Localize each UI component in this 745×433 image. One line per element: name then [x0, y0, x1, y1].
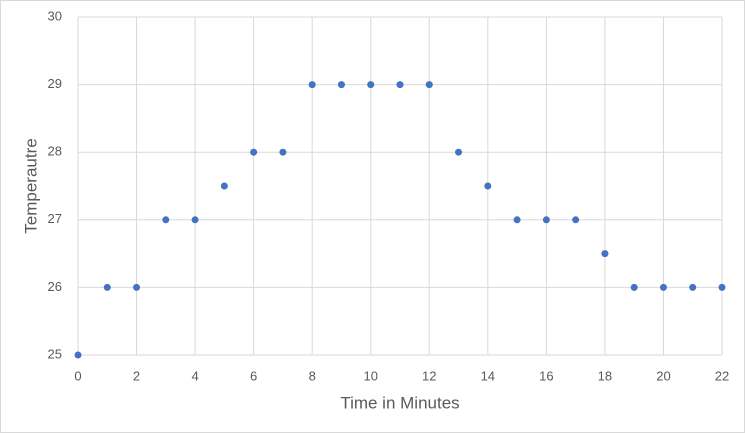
y-axis-title: Temperautre: [21, 138, 40, 233]
x-tick-label: 0: [74, 368, 81, 383]
point: [572, 216, 580, 224]
point: [220, 182, 228, 190]
point: [659, 283, 667, 291]
x-tick-label: 6: [250, 368, 257, 383]
point: [513, 216, 521, 224]
point: [191, 216, 199, 224]
point: [74, 351, 82, 359]
y-tick-label: 27: [48, 211, 62, 226]
point: [279, 148, 287, 156]
x-axis-title: Time in Minutes: [340, 393, 459, 412]
x-tick-label: 2: [133, 368, 140, 383]
point: [425, 81, 433, 89]
x-tick-label: 14: [481, 368, 495, 383]
point: [337, 81, 345, 89]
x-tick-label: 10: [363, 368, 377, 383]
x-tick-label: 22: [715, 368, 729, 383]
point: [308, 81, 316, 89]
point: [396, 81, 404, 89]
point: [103, 283, 111, 291]
point: [455, 148, 463, 156]
y-tick-label: 25: [48, 346, 62, 361]
point: [601, 250, 609, 258]
point: [162, 216, 170, 224]
x-tick-label: 18: [598, 368, 612, 383]
x-tick-label: 4: [191, 368, 198, 383]
x-tick-label: 12: [422, 368, 436, 383]
point: [689, 283, 697, 291]
point: [250, 148, 258, 156]
point: [718, 283, 726, 291]
y-tick-label: 30: [48, 8, 62, 23]
x-tick-label: 16: [539, 368, 553, 383]
y-tick-label: 29: [48, 76, 62, 91]
point: [133, 283, 141, 291]
y-tick-label: 28: [48, 144, 62, 159]
y-tick-label: 26: [48, 279, 62, 294]
point: [367, 81, 375, 89]
point: [542, 216, 550, 224]
point: [484, 182, 492, 190]
x-tick-label: 20: [656, 368, 670, 383]
point: [630, 283, 638, 291]
x-tick-label: 8: [309, 368, 316, 383]
